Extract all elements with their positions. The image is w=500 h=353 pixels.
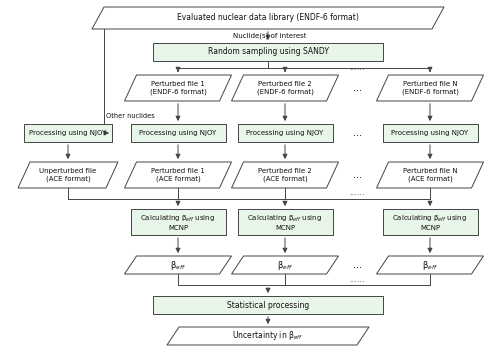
Text: β$_{eff}$: β$_{eff}$ — [170, 258, 186, 271]
Text: Perturbed file 2
(ENDF-6 format): Perturbed file 2 (ENDF-6 format) — [256, 81, 314, 95]
Polygon shape — [124, 256, 232, 274]
Text: Calculating β$_{eff}$ using
MCNP: Calculating β$_{eff}$ using MCNP — [248, 214, 322, 231]
Bar — [153, 43, 383, 61]
Polygon shape — [376, 256, 484, 274]
Text: Evaluated nuclear data library (ENDF-6 format): Evaluated nuclear data library (ENDF-6 f… — [177, 13, 359, 23]
Text: Perturbed file 1
(ACE format): Perturbed file 1 (ACE format) — [151, 168, 205, 182]
Text: Processing using NJOY: Processing using NJOY — [392, 130, 468, 136]
Bar — [238, 124, 332, 142]
Bar — [24, 124, 112, 142]
Text: ...: ... — [353, 260, 362, 270]
Polygon shape — [376, 162, 484, 188]
Polygon shape — [124, 162, 232, 188]
Text: Statistical processing: Statistical processing — [227, 300, 309, 310]
Text: Perturbed file N
(ENDF-6 format): Perturbed file N (ENDF-6 format) — [402, 81, 458, 95]
Text: Perturbed file 1
(ENDF-6 format): Perturbed file 1 (ENDF-6 format) — [150, 81, 206, 95]
Bar — [153, 296, 383, 314]
Text: ...: ... — [353, 83, 362, 93]
Text: Calculating β$_{eff}$ using
MCNP: Calculating β$_{eff}$ using MCNP — [392, 214, 468, 231]
Bar — [238, 209, 332, 235]
Bar — [382, 124, 478, 142]
Text: Uncertainty in β$_{eff}$: Uncertainty in β$_{eff}$ — [232, 329, 304, 342]
Text: ......: ...... — [350, 188, 366, 197]
Bar — [130, 124, 226, 142]
Polygon shape — [232, 162, 338, 188]
Text: ...: ... — [353, 170, 362, 180]
Text: ......: ...... — [350, 64, 366, 72]
Polygon shape — [376, 75, 484, 101]
Polygon shape — [232, 75, 338, 101]
Text: Random sampling using SANDY: Random sampling using SANDY — [208, 48, 328, 56]
Text: β$_{eff}$: β$_{eff}$ — [277, 258, 293, 271]
Text: Processing using NJOY: Processing using NJOY — [246, 130, 324, 136]
Text: Perturbed file N
(ACE format): Perturbed file N (ACE format) — [402, 168, 458, 182]
Text: ......: ...... — [350, 275, 366, 285]
Text: β$_{eff}$: β$_{eff}$ — [422, 258, 438, 271]
Polygon shape — [124, 75, 232, 101]
Text: Calculating β$_{eff}$ using
MCNP: Calculating β$_{eff}$ using MCNP — [140, 214, 216, 231]
Text: Unperturbed file
(ACE format): Unperturbed file (ACE format) — [40, 168, 96, 182]
Text: Perturbed file 2
(ACE format): Perturbed file 2 (ACE format) — [258, 168, 312, 182]
Text: ...: ... — [353, 128, 362, 138]
Polygon shape — [92, 7, 444, 29]
Bar — [382, 209, 478, 235]
Polygon shape — [232, 256, 338, 274]
Text: Processing using NJOY: Processing using NJOY — [30, 130, 106, 136]
Bar — [130, 209, 226, 235]
Polygon shape — [18, 162, 118, 188]
Text: Other nuclides: Other nuclides — [106, 113, 155, 119]
Polygon shape — [167, 327, 369, 345]
Text: Processing using NJOY: Processing using NJOY — [140, 130, 216, 136]
Text: Nuclide(s) of interest: Nuclide(s) of interest — [233, 33, 307, 39]
